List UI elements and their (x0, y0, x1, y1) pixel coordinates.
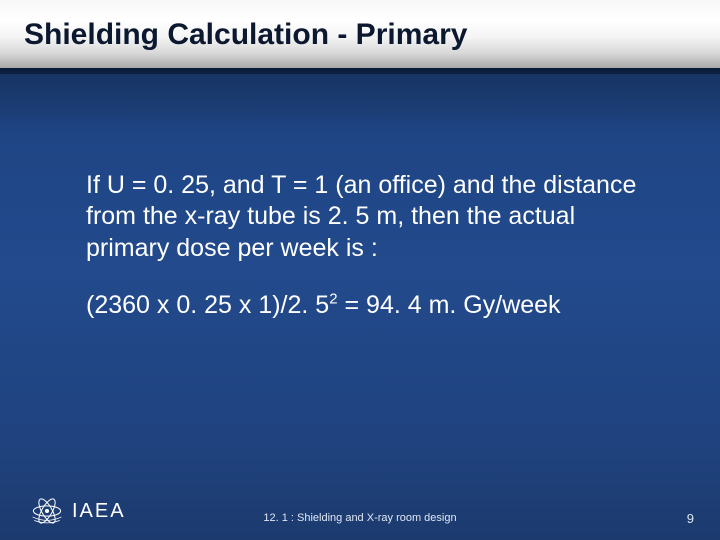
title-band: Shielding Calculation - Primary (0, 0, 720, 68)
slide-title: Shielding Calculation - Primary (24, 18, 696, 52)
footer-caption: 12. 1 : Shielding and X-ray room design (0, 512, 720, 524)
content-area: If U = 0. 25, and T = 1 (an office) and … (86, 170, 650, 321)
equation-line: (2360 x 0. 25 x 1)/2. 52 = 94. 4 m. Gy/w… (86, 290, 650, 321)
equation-superscript: 2 (329, 290, 337, 307)
body-paragraph: If U = 0. 25, and T = 1 (an office) and … (86, 170, 650, 264)
equation-prefix: (2360 x 0. 25 x 1)/2. 5 (86, 291, 329, 319)
page-number: 9 (687, 511, 694, 526)
equation-suffix: = 94. 4 m. Gy/week (338, 291, 561, 319)
footer: IAEA 12. 1 : Shielding and X-ray room de… (0, 490, 720, 540)
